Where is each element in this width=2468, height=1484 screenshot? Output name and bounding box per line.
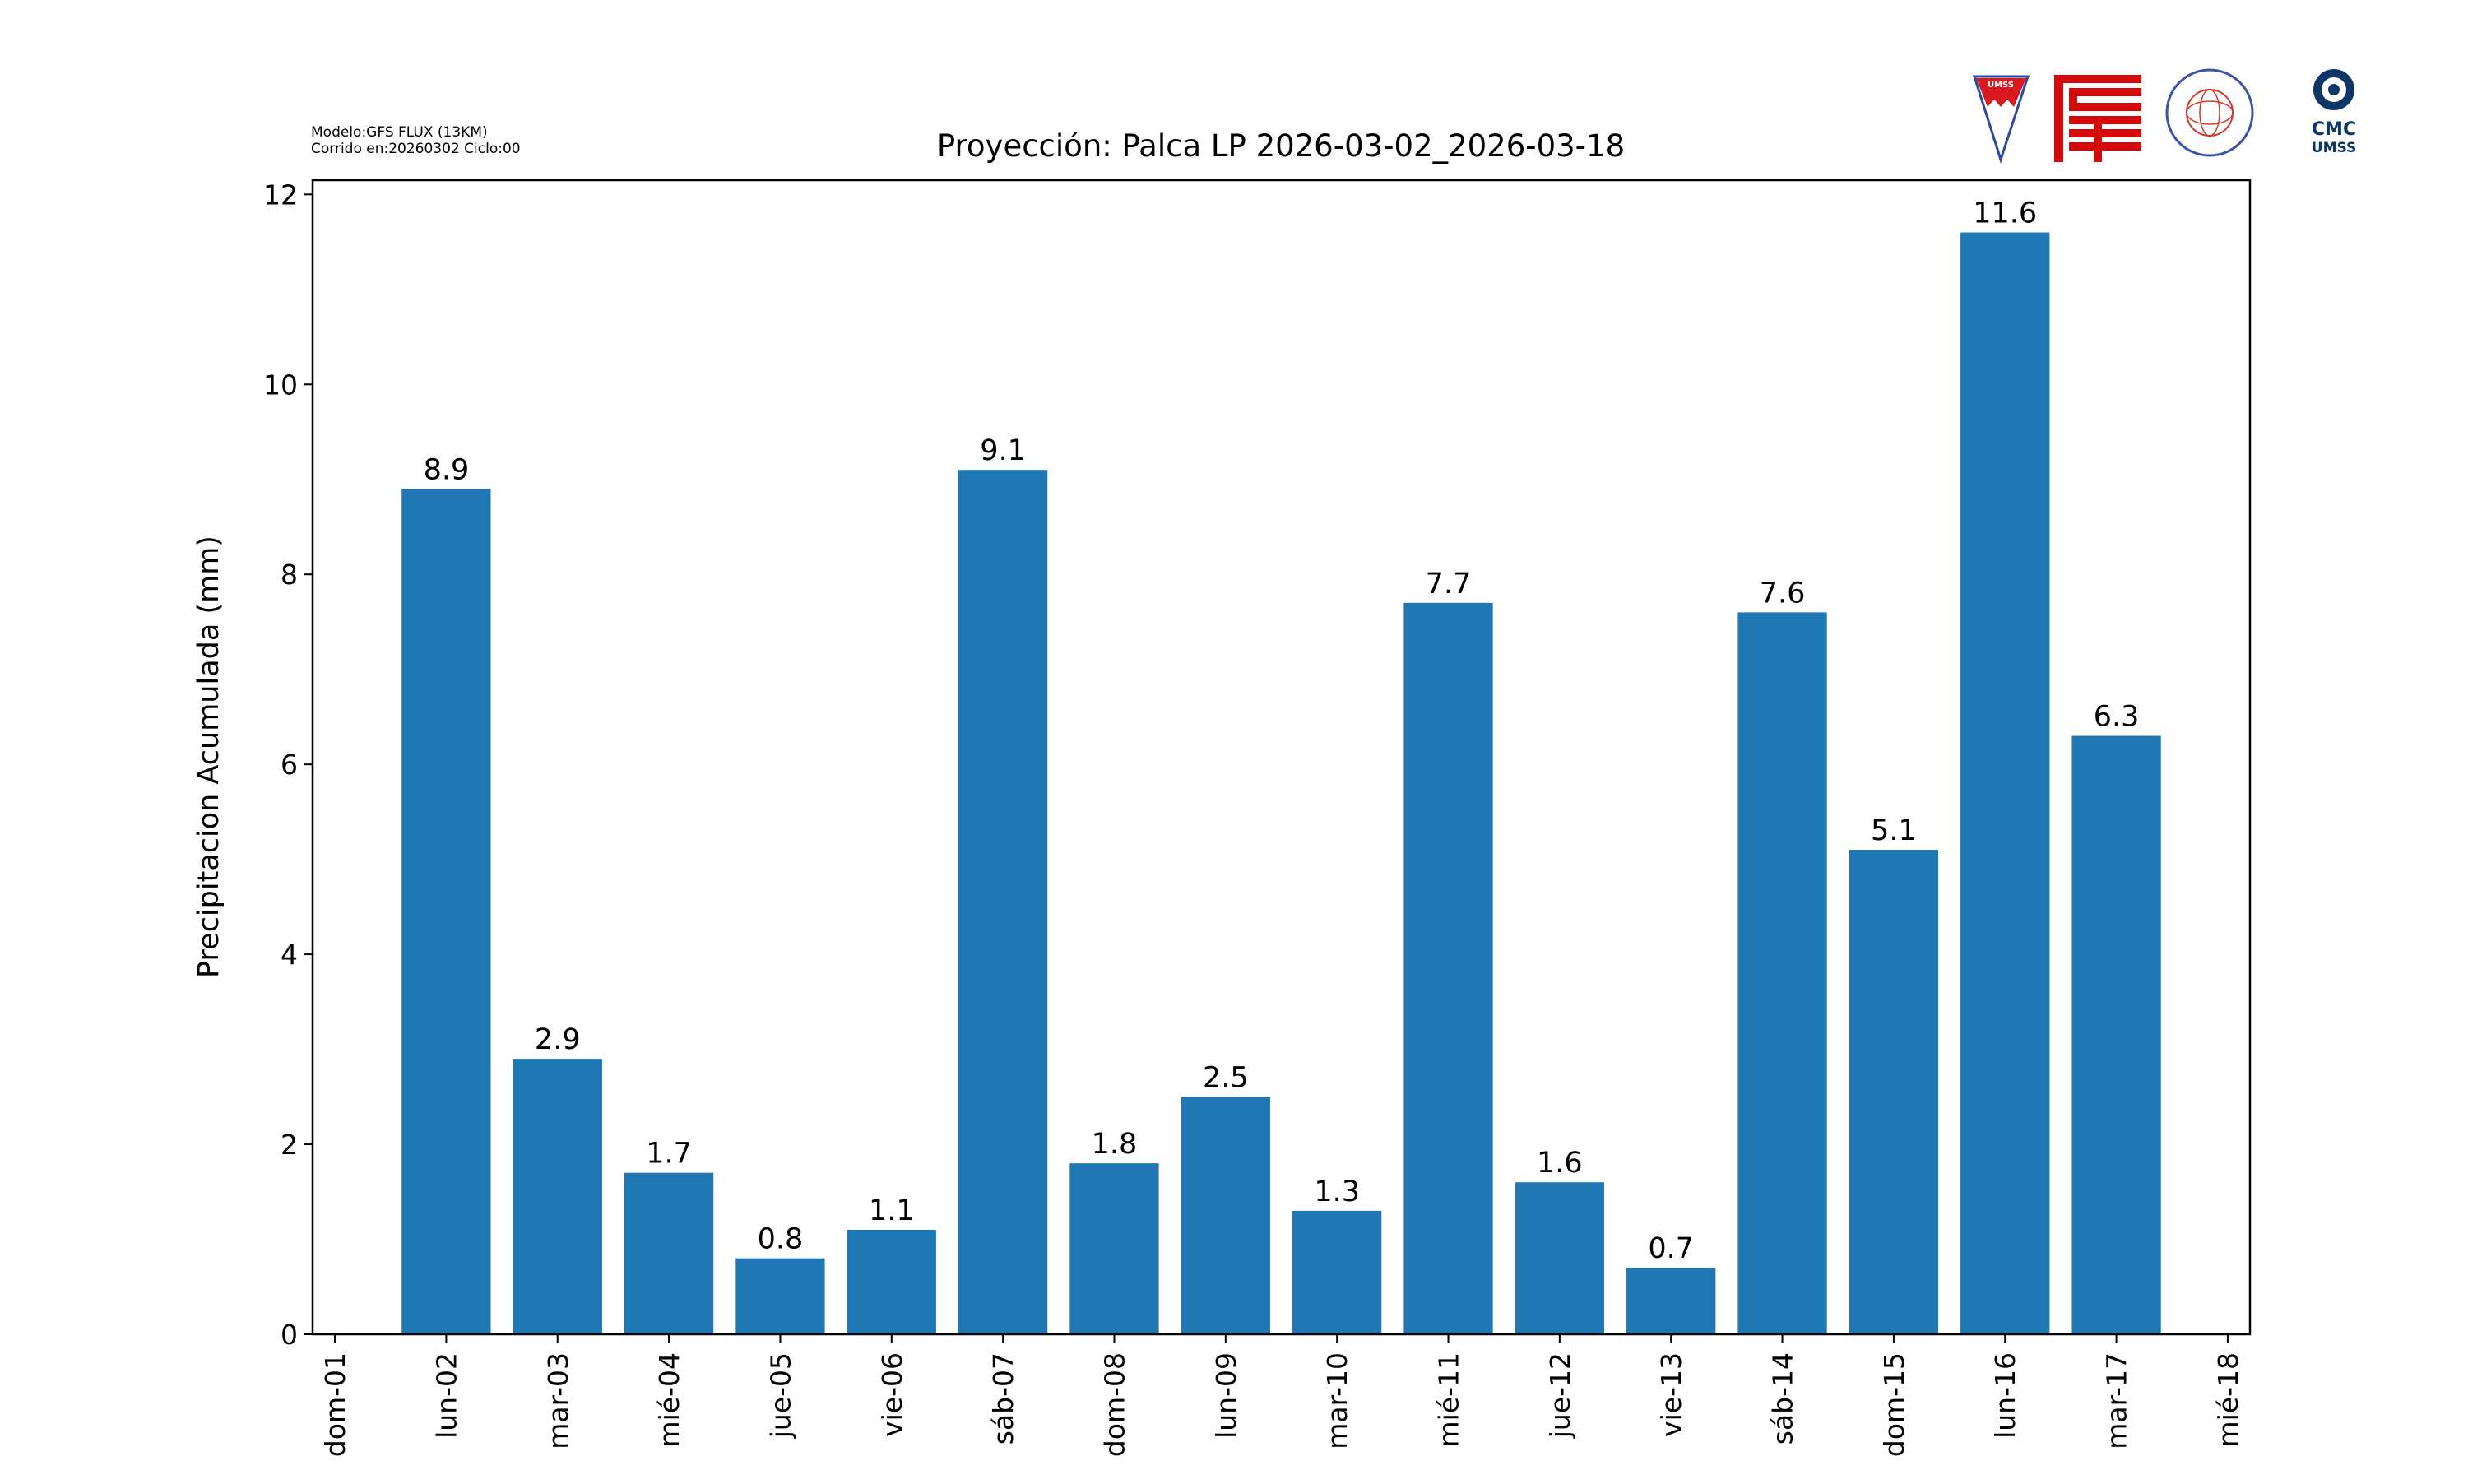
bar-value-label: 7.6 bbox=[1760, 577, 1806, 610]
bar-value-label: 1.7 bbox=[646, 1138, 692, 1171]
x-tick-label: mar-17 bbox=[2101, 1352, 2133, 1449]
model-info: Modelo:GFS FLUX (13KM) bbox=[311, 124, 488, 141]
umss-logo: UMSS bbox=[1972, 75, 2030, 164]
x-tick-label: lun-02 bbox=[430, 1352, 462, 1439]
x-tick-label: dom-08 bbox=[1098, 1352, 1130, 1457]
svg-text:CMC: CMC bbox=[2312, 119, 2356, 140]
x-tick-label: mar-03 bbox=[542, 1352, 574, 1449]
bar-value-label: 2.5 bbox=[1203, 1061, 1249, 1094]
y-axis-label: Precipitacion Acumulada (mm) bbox=[193, 536, 225, 978]
x-tick-label: mar-10 bbox=[1321, 1352, 1353, 1449]
run-info: Corrido en:20260302 Ciclo:00 bbox=[311, 141, 521, 157]
bar bbox=[1403, 602, 1493, 1334]
y-tick-label: 4 bbox=[281, 939, 298, 971]
x-tick-label: sáb-14 bbox=[1767, 1352, 1799, 1445]
y-tick-label: 10 bbox=[263, 369, 298, 401]
bar-value-label: 1.8 bbox=[1092, 1128, 1138, 1161]
bar bbox=[847, 1229, 936, 1334]
bar bbox=[1292, 1210, 1382, 1334]
y-tick-label: 12 bbox=[263, 179, 298, 211]
bar-value-label: 1.6 bbox=[1537, 1147, 1583, 1180]
bar bbox=[1515, 1182, 1604, 1334]
x-tick-label: lun-09 bbox=[1210, 1352, 1242, 1439]
bar bbox=[1069, 1163, 1159, 1334]
x-tick-label: dom-01 bbox=[319, 1352, 351, 1457]
bar bbox=[958, 470, 1048, 1335]
bar bbox=[1626, 1268, 1716, 1334]
bar bbox=[624, 1172, 714, 1334]
x-tick-label: dom-15 bbox=[1878, 1352, 1910, 1457]
bar-value-label: 7.7 bbox=[1426, 568, 1472, 601]
bar-value-label: 11.6 bbox=[1973, 197, 2037, 230]
svg-text:UMSS: UMSS bbox=[2312, 140, 2356, 156]
x-tick-label: mié-04 bbox=[653, 1352, 685, 1448]
bar-value-label: 1.1 bbox=[869, 1194, 915, 1227]
bar-value-label: 8.9 bbox=[424, 453, 470, 486]
bar bbox=[1181, 1097, 1270, 1334]
y-tick-label: 8 bbox=[281, 559, 298, 591]
bar-value-label: 5.1 bbox=[1871, 814, 1917, 847]
x-tick-label: jue-12 bbox=[1544, 1352, 1576, 1439]
x-tick-label: mié-11 bbox=[1433, 1352, 1465, 1448]
bar-value-label: 2.9 bbox=[535, 1023, 581, 1056]
bar bbox=[401, 489, 491, 1334]
bar-value-label: 0.7 bbox=[1648, 1232, 1694, 1265]
bar bbox=[1960, 232, 2050, 1335]
x-tick-label: vie-13 bbox=[1655, 1352, 1687, 1437]
plot-frame bbox=[311, 179, 2252, 1336]
x-tick-label: vie-06 bbox=[876, 1352, 908, 1437]
physics-department-logo bbox=[2165, 68, 2254, 157]
y-tick-label: 0 bbox=[281, 1319, 298, 1351]
bar bbox=[1737, 612, 1827, 1334]
x-tick-label: jue-05 bbox=[764, 1352, 796, 1439]
y-tick-label: 2 bbox=[281, 1129, 298, 1161]
bar bbox=[1849, 850, 1939, 1334]
x-tick-label: sáb-07 bbox=[987, 1352, 1019, 1445]
y-tick-label: 6 bbox=[281, 749, 298, 781]
cmc-umss-logo: CMC UMSS bbox=[2312, 69, 2356, 156]
x-tick-label: mié-18 bbox=[2212, 1352, 2244, 1448]
bar bbox=[2071, 735, 2161, 1334]
bar bbox=[513, 1059, 602, 1334]
chart-title: Proyección: Palca LP 2026-03-02_2026-03-… bbox=[937, 128, 1625, 164]
fcyt-logo bbox=[2054, 75, 2141, 162]
bar bbox=[735, 1258, 825, 1334]
x-tick-label: lun-16 bbox=[1989, 1352, 2021, 1439]
bar-value-label: 0.8 bbox=[758, 1223, 804, 1256]
bar-value-label: 9.1 bbox=[980, 434, 1026, 467]
bar-value-label: 1.3 bbox=[1314, 1176, 1360, 1208]
bar-value-label: 6.3 bbox=[2094, 701, 2140, 734]
svg-text:UMSS: UMSS bbox=[1988, 81, 2014, 90]
